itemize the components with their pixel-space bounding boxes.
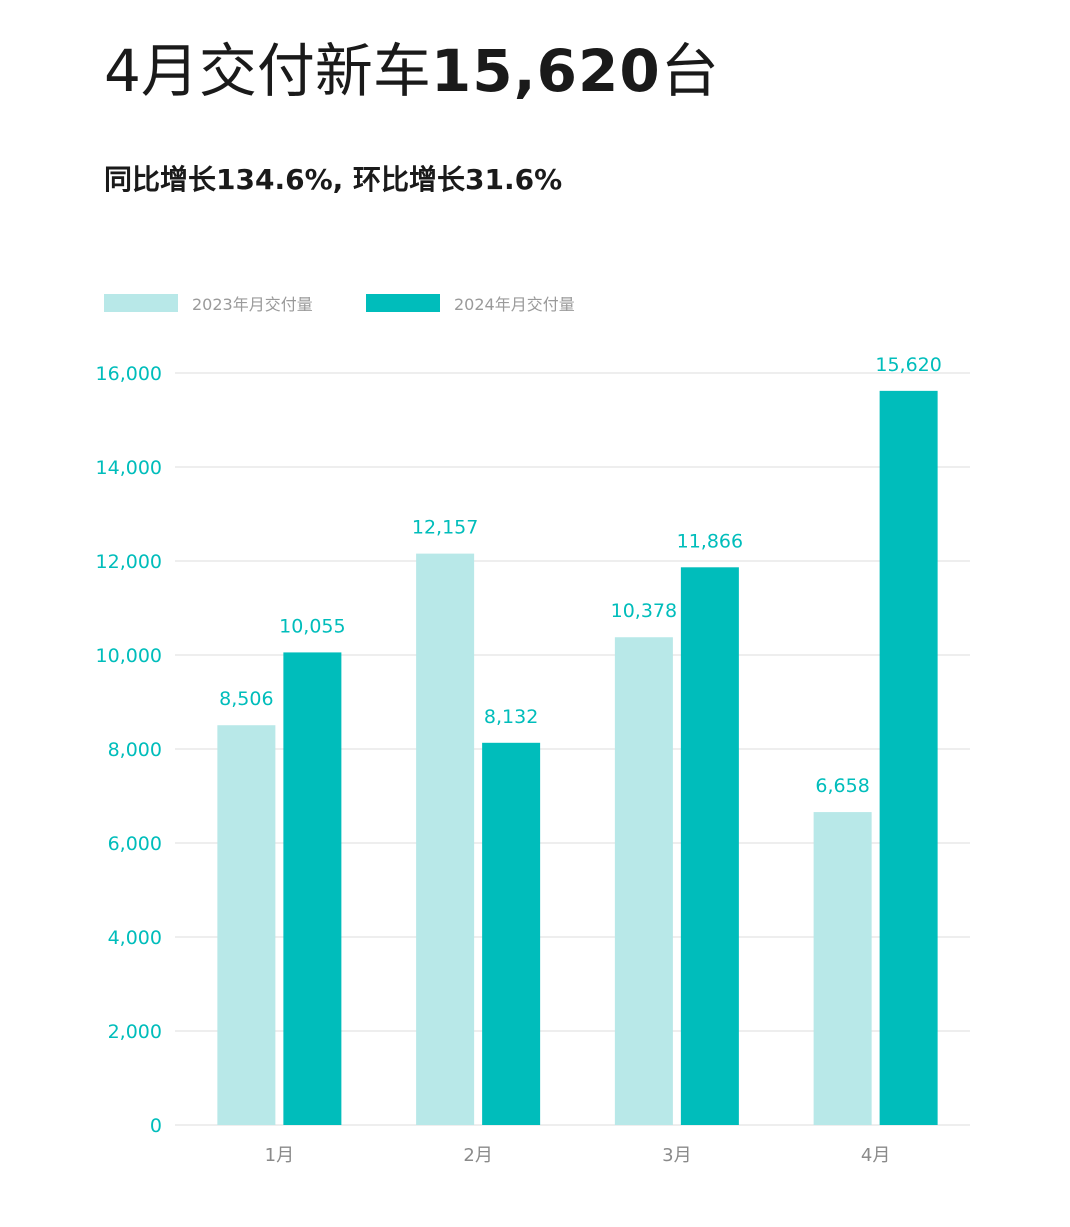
y-tick-label-5: 10,000 (96, 645, 162, 667)
headline: 4月交付新车15,620台 (104, 42, 719, 100)
bar-0-2 (614, 637, 673, 1125)
headline-number: 15,620 (430, 37, 661, 105)
bar-0-1 (416, 553, 475, 1125)
legend-label-1: 2024年月交付量 (454, 295, 575, 314)
legend-swatch-0 (104, 294, 178, 312)
bar-1-1 (482, 742, 541, 1125)
x-tick-label-2: 3月 (662, 1145, 691, 1166)
headline-suffix: 台 (660, 37, 719, 105)
data-label-0-3: 6,658 (815, 775, 869, 797)
data-label-1-2: 11,866 (677, 530, 743, 552)
y-tick-label-8: 16,000 (96, 363, 162, 385)
data-label-1-0: 10,055 (279, 615, 345, 637)
y-tick-label-6: 12,000 (96, 551, 162, 573)
bar-1-2 (680, 567, 739, 1125)
y-tick-label-4: 8,000 (108, 739, 162, 761)
subheadline: 同比增长134.6%, 环比增长31.6% (104, 163, 563, 196)
legend-label-0: 2023年月交付量 (192, 295, 313, 314)
y-tick-label-2: 4,000 (108, 927, 162, 949)
bar-0-0 (217, 725, 276, 1125)
y-tick-label-0: 0 (150, 1115, 162, 1137)
y-tick-label-3: 6,000 (108, 833, 162, 855)
headline-prefix: 4月交付新车 (104, 37, 431, 105)
bar-chart: 2023年月交付量 2024年月交付量 0 2,000 4,000 6,000 8,000 1… (96, 294, 970, 1166)
data-label-0-2: 10,378 (611, 600, 677, 622)
bar-1-0 (283, 652, 342, 1125)
bar-0-3 (813, 812, 872, 1125)
bar-1-3 (879, 390, 938, 1125)
data-label-0-0: 8,506 (219, 688, 273, 710)
y-tick-label-1: 2,000 (108, 1021, 162, 1043)
data-label-1-3: 15,620 (875, 354, 941, 376)
y-tick-label-7: 14,000 (96, 457, 162, 479)
x-tick-label-3: 4月 (861, 1145, 890, 1166)
x-tick-label-0: 1月 (265, 1145, 294, 1166)
data-label-0-1: 12,157 (412, 517, 478, 539)
legend-swatch-1 (366, 294, 440, 312)
data-label-1-1: 8,132 (484, 706, 538, 728)
x-tick-label-1: 2月 (463, 1145, 492, 1166)
